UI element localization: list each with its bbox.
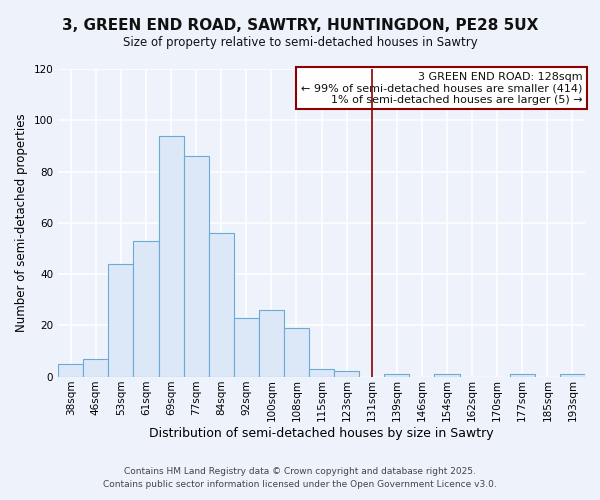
Y-axis label: Number of semi-detached properties: Number of semi-detached properties [15, 114, 28, 332]
Bar [158, 136, 184, 376]
Bar [58, 364, 83, 376]
Text: Contains public sector information licensed under the Open Government Licence v3: Contains public sector information licen… [103, 480, 497, 489]
Bar [83, 358, 109, 376]
Bar [133, 240, 158, 376]
Bar [434, 374, 460, 376]
Bar [234, 318, 259, 376]
Bar [109, 264, 133, 376]
Bar [259, 310, 284, 376]
Bar [560, 374, 585, 376]
Bar [385, 374, 409, 376]
X-axis label: Distribution of semi-detached houses by size in Sawtry: Distribution of semi-detached houses by … [149, 427, 494, 440]
Text: 3, GREEN END ROAD, SAWTRY, HUNTINGDON, PE28 5UX: 3, GREEN END ROAD, SAWTRY, HUNTINGDON, P… [62, 18, 538, 32]
Bar [510, 374, 535, 376]
Text: 3 GREEN END ROAD: 128sqm
← 99% of semi-detached houses are smaller (414)
1% of s: 3 GREEN END ROAD: 128sqm ← 99% of semi-d… [301, 72, 582, 105]
Bar [209, 233, 234, 376]
Bar [284, 328, 309, 376]
Text: Contains HM Land Registry data © Crown copyright and database right 2025.: Contains HM Land Registry data © Crown c… [124, 467, 476, 476]
Bar [309, 369, 334, 376]
Bar [184, 156, 209, 376]
Bar [334, 372, 359, 376]
Text: Size of property relative to semi-detached houses in Sawtry: Size of property relative to semi-detach… [122, 36, 478, 49]
